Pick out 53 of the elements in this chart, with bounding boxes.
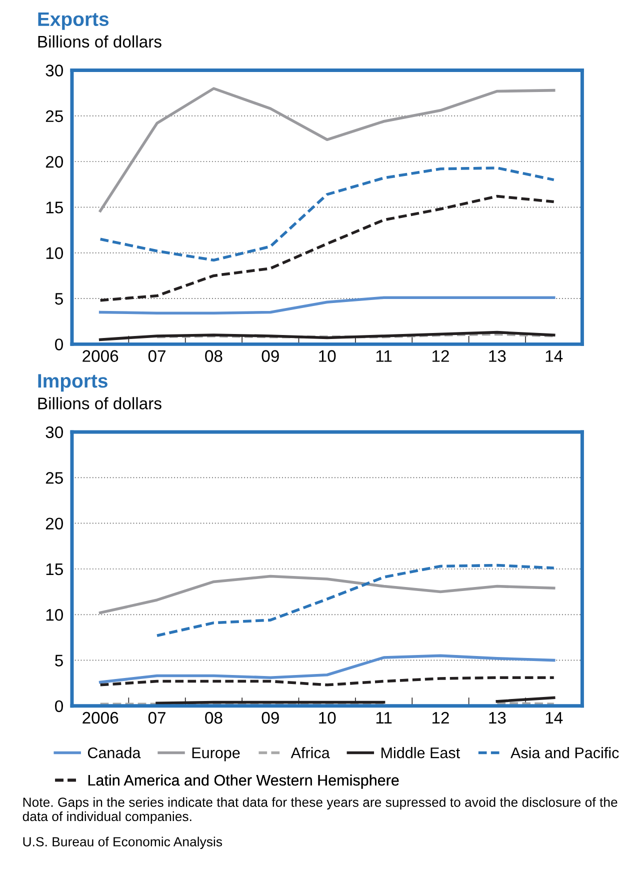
line-series [98, 330, 556, 341]
chart-title: Exports [38, 12, 109, 30]
y-tick-label: 10 [46, 247, 63, 260]
line-series [98, 296, 556, 315]
y-tick-label: 10 [46, 609, 63, 621]
x-tick-label: 12 [432, 712, 449, 724]
x-tick-label: 12 [432, 350, 449, 362]
legend-label: Africa [290, 747, 330, 758]
y-tick-label: 5 [55, 293, 63, 305]
text: U.S. Bureau of Economic Analysis [23, 836, 222, 850]
x-tick-label: 10 [319, 350, 336, 362]
y-axis-title: Billions of dollars [38, 397, 162, 410]
legend-label: Canada [88, 747, 141, 758]
x-tick-label: 09 [262, 350, 279, 362]
y-tick-label: 5 [55, 654, 63, 666]
legend-label: Middle East [382, 747, 460, 758]
line-series [156, 564, 556, 637]
y-tick-label: 30 [46, 64, 63, 76]
line-series [98, 87, 556, 212]
x-tick-label: 13 [489, 712, 506, 724]
x-tick-label: 2006 [82, 350, 118, 362]
x-tick-label: 13 [489, 350, 506, 362]
x-tick-label: 11 [376, 712, 392, 724]
x-tick-label: 07 [148, 350, 166, 362]
legend-label: Asia and Pacific [510, 747, 619, 758]
y-tick-label: 20 [46, 518, 63, 530]
chart-title: Imports [38, 374, 108, 392]
x-tick-label: 14 [546, 712, 563, 724]
y-tick-label: 0 [55, 338, 63, 350]
x-tick-label: 08 [205, 350, 222, 362]
y-tick-label: 15 [46, 564, 63, 576]
line-series [98, 194, 556, 302]
line-series [98, 654, 556, 684]
x-tick-label: 11 [376, 350, 392, 362]
line-series [98, 676, 556, 686]
legend-label: Europe [192, 748, 240, 762]
y-tick-label: 15 [46, 202, 63, 214]
legend-label: Latin America and Other Western Hemisphere [88, 774, 399, 789]
x-tick-label: 14 [546, 350, 563, 362]
y-axis-title: Billions of dollars [38, 35, 162, 48]
x-tick-label: 07 [148, 712, 166, 724]
y-tick-label: 25 [46, 472, 63, 484]
y-tick-label: 25 [46, 110, 63, 122]
x-tick-label: 2006 [82, 712, 118, 724]
line-series [98, 574, 556, 614]
x-tick-label: 10 [319, 712, 336, 724]
y-tick-label: 0 [55, 700, 63, 712]
x-tick-label: 08 [205, 712, 222, 724]
text: Note. Gaps in the series indicate that data for these years are supressed to avoid the disclosure of the data of individual companies. [22, 797, 618, 824]
y-tick-label: 30 [46, 426, 63, 438]
y-tick-label: 20 [46, 156, 63, 168]
line-series [98, 166, 556, 262]
x-tick-label: 09 [262, 712, 279, 724]
